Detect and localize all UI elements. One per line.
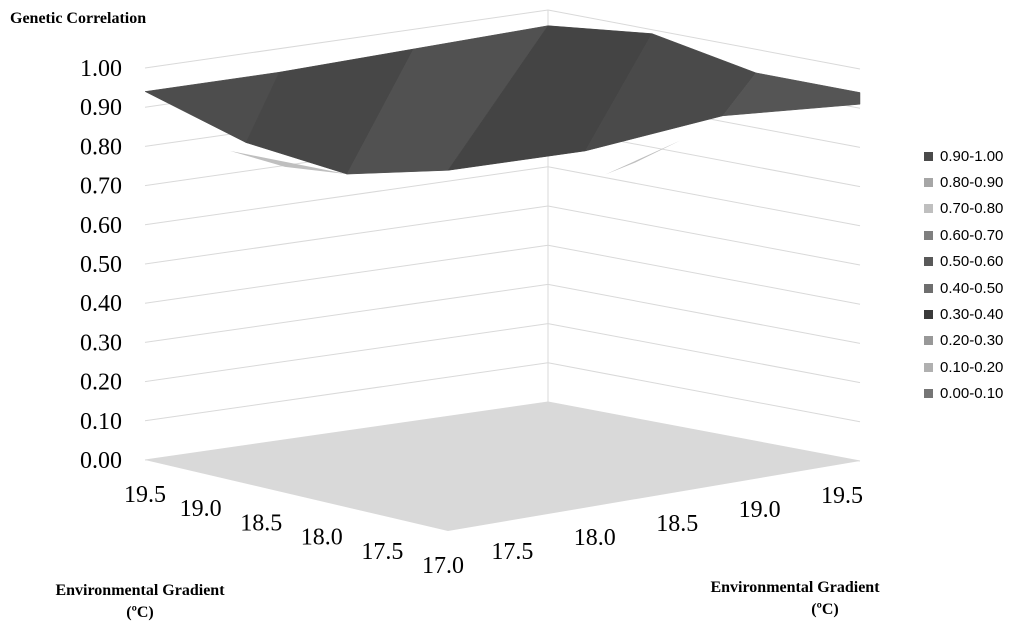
chart-floor <box>145 402 860 531</box>
z-tick-label: 0.10 <box>80 409 122 435</box>
legend-swatch <box>924 362 933 372</box>
legend-item: 0.20-0.30 <box>924 328 1003 354</box>
z-tick-label: 0.50 <box>80 252 122 278</box>
legend-swatch <box>924 178 933 188</box>
z-tick-label: 0.00 <box>80 448 122 474</box>
legend-label: 0.50-0.60 <box>940 253 1004 271</box>
left-axis-tick-label: 17.0 <box>422 553 464 579</box>
surface-patch <box>722 72 861 117</box>
legend-label: 0.40-0.50 <box>940 279 1004 297</box>
z-tick-label: 0.80 <box>80 134 122 160</box>
legend-item: 0.70-0.80 <box>924 196 1003 222</box>
x-axis-label-left-unit: (ºC) <box>126 604 154 621</box>
gridline-back-left <box>144 205 549 265</box>
legend-label: 0.80-0.90 <box>940 174 1004 192</box>
legend-label: 0.30-0.40 <box>940 306 1004 324</box>
right-axis-tick-label: 17.5 <box>491 539 533 565</box>
gridline-back-left <box>144 9 549 69</box>
x-axis-label-left: Environmental Gradient (ºC) <box>20 580 260 624</box>
legend-item: 0.40-0.50 <box>924 275 1003 301</box>
x-axis-label-right: Environmental Gradient (ºC) <box>670 577 920 621</box>
legend-swatch <box>924 310 933 320</box>
gridline-back-right <box>547 323 861 384</box>
left-axis-tick-label: 19.0 <box>180 496 222 522</box>
z-tick-label: 1.00 <box>80 56 122 82</box>
gridline-back-right <box>547 9 861 70</box>
legend-swatch <box>924 257 933 267</box>
surface-highlight-right <box>605 140 681 175</box>
gridline-back-right <box>547 362 861 423</box>
left-axis-tick-label: 19.5 <box>124 482 166 508</box>
z-tick-label: 0.30 <box>80 330 122 356</box>
legend-item: 0.10-0.20 <box>924 354 1003 380</box>
legend-item: 0.00-0.10 <box>924 381 1003 407</box>
surface-highlight-left <box>230 150 347 175</box>
legend-item: 0.50-0.60 <box>924 249 1003 275</box>
legend-label: 0.20-0.30 <box>940 332 1004 350</box>
z-tick-label: 0.60 <box>80 213 122 239</box>
chart-legend: 0.90-1.00 0.80-0.90 0.70-0.80 0.60-0.70 0.50… <box>924 143 1003 407</box>
left-axis-tick-label: 18.0 <box>301 525 343 551</box>
legend-label: 0.10-0.20 <box>940 358 1004 376</box>
left-axis-tick-label: 18.5 <box>240 510 282 536</box>
legend-item: 0.80-0.90 <box>924 169 1003 195</box>
right-axis-tick-label: 19.0 <box>739 497 781 523</box>
x-axis-label-left-text: Environmental Gradient <box>55 582 225 599</box>
legend-swatch <box>924 283 933 293</box>
z-tick-label: 0.90 <box>80 95 122 121</box>
left-axis-tick-label: 17.5 <box>361 539 403 565</box>
legend-label: 0.70-0.80 <box>940 200 1004 218</box>
legend-item: 0.60-0.70 <box>924 222 1003 248</box>
surface-plot <box>144 25 861 175</box>
legend-item: 0.90-1.00 <box>924 143 1003 169</box>
z-tick-label: 0.20 <box>80 370 122 396</box>
right-axis-tick-label: 19.5 <box>821 483 863 509</box>
gridline-back-left <box>144 323 549 383</box>
legend-label: 0.60-0.70 <box>940 226 1004 244</box>
z-tick-label: 0.70 <box>80 174 122 200</box>
legend-swatch <box>924 151 933 161</box>
legend-item: 0.30-0.40 <box>924 301 1003 327</box>
x-axis-label-right-unit: (ºC) <box>811 601 839 618</box>
gridline-back-left <box>144 166 549 226</box>
gridline-back-left <box>144 362 549 422</box>
z-axis-ticks: 0.00 0.10 0.20 0.30 0.40 0.50 0.60 0.70 0.80 0.90… <box>80 56 122 474</box>
x-axis-label-right-text: Environmental Gradient <box>710 579 880 596</box>
legend-swatch <box>924 336 933 346</box>
legend-label: 0.90-1.00 <box>940 147 1004 165</box>
x-axis-ticks: 19.5 19.0 18.5 18.0 17.5 17.0 17.5 18.0 18.5 19.0… <box>124 482 863 579</box>
chart-title: Genetic Correlation <box>10 10 147 27</box>
legend-swatch <box>924 204 933 214</box>
gridline-back-left <box>144 283 549 343</box>
gridline-back-right <box>547 283 861 344</box>
gridline-back-right <box>547 166 861 227</box>
legend-swatch <box>924 230 933 240</box>
legend-label: 0.00-0.10 <box>940 385 1004 403</box>
gridline-back-left <box>144 244 549 304</box>
z-tick-label: 0.40 <box>80 291 122 317</box>
gridline-back-right <box>547 205 861 266</box>
right-axis-tick-label: 18.5 <box>656 511 698 537</box>
right-axis-tick-label: 18.0 <box>574 525 616 551</box>
legend-swatch <box>924 389 933 399</box>
gridline-back-right <box>547 244 861 305</box>
